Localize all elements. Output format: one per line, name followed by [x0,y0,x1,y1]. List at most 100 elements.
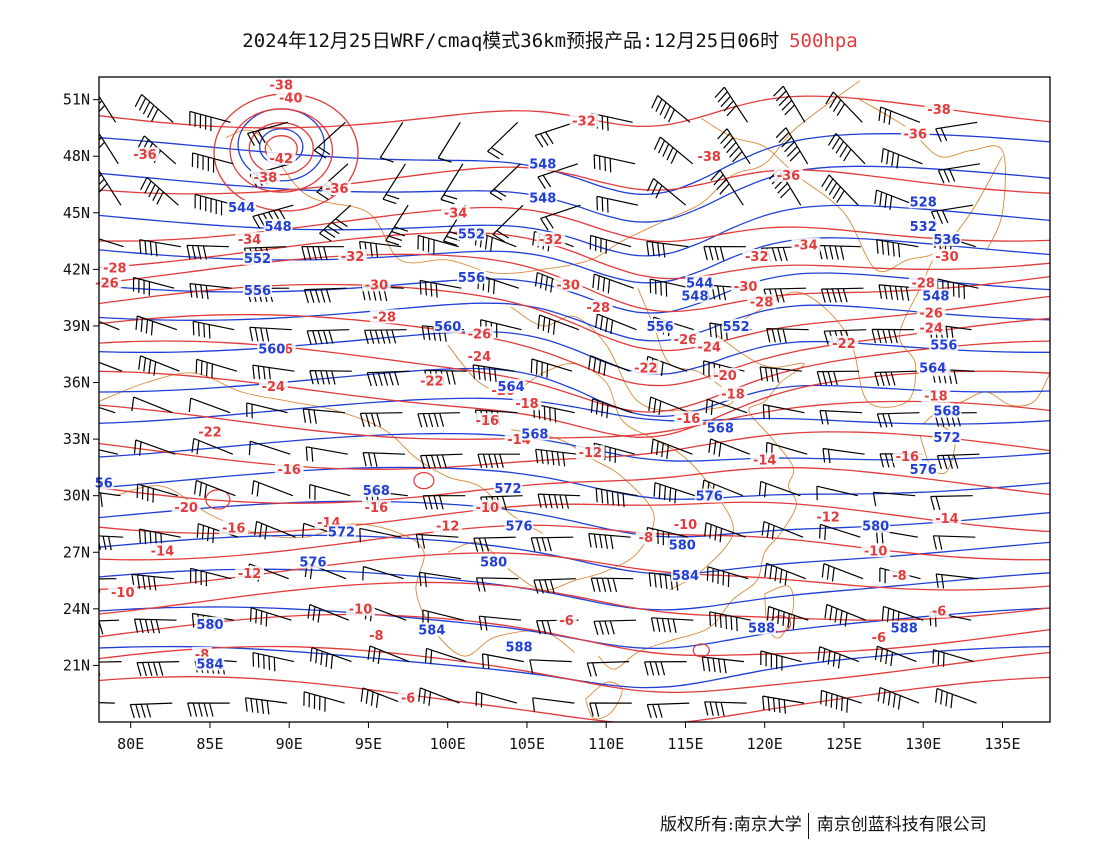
wind-barb [930,204,974,225]
contour-label: -22 [420,375,444,390]
temperature-contours [99,93,1050,722]
contour-label: 576 [299,556,326,571]
wind-barb [590,577,634,593]
wind-barb [775,127,809,165]
wind-barb [537,314,580,335]
contour-label: 584 [672,569,699,584]
contour-label: -6 [872,631,886,646]
contour-label: -16 [277,463,301,478]
wind-barb [706,566,749,588]
lon-tick-label: 120E [747,735,783,753]
lat-tick-label: 45N [63,204,90,222]
wind-barb [417,412,460,428]
contour-label: 556 [458,271,485,286]
contour-label: 536 [933,233,960,248]
wind-barb [710,169,744,206]
lat-tick-label: 51N [63,91,90,109]
lat-tick-label: 42N [63,260,90,278]
wind-barb [824,603,867,627]
wind-barb [195,358,238,378]
wind-barb [379,121,404,163]
contour-label: -16 [365,501,389,516]
contour-label: 572 [494,482,521,497]
wind-barb [131,396,173,414]
wind-barb [191,437,234,455]
contour-label: -10 [674,518,698,533]
contour-label: 572 [933,431,960,446]
wind-barb [871,328,915,344]
contour-label: -38 [270,78,294,93]
lon-tick-label: 110E [588,735,624,753]
contour-label: -24 [262,380,286,395]
wind-barb [99,535,124,551]
copyright-owner: 版权所有:南京大学 [660,815,802,835]
contour-label: -30 [935,250,959,265]
wind-barb [759,366,802,383]
contour-label: -28 [750,295,774,310]
contour-label: -36 [133,148,157,163]
contour-label: -18 [721,388,745,403]
wind-barb [415,533,459,549]
contour-label: -30 [365,278,389,293]
wind-barb [758,480,801,498]
wind-barb [133,439,176,456]
wind-barb [766,605,809,630]
wind-barb [310,647,352,669]
wind-barb [819,523,861,541]
wind-barb [878,284,921,302]
contour-label: 548 [922,290,949,305]
wind-barb [302,408,346,424]
wind-barb [132,276,175,296]
pressure-level: 500hpa [789,30,858,52]
contour-label: -20 [174,501,198,516]
contour-label: -10 [349,603,373,618]
contour-label: -16 [677,412,701,427]
contour-label: -26 [919,307,943,322]
contour-label: 588 [891,622,918,637]
wind-barb [822,447,865,464]
wind-barb [360,687,403,708]
wind-barb [717,128,751,165]
wind-barb [708,438,750,457]
contour-label: 544 [686,276,713,291]
wind-barb [935,121,978,142]
contour-label: 532 [910,220,937,235]
wind-barb [705,398,748,415]
wind-barb [535,448,578,467]
lon-tick-label: 135E [984,735,1020,753]
wind-barb [134,93,174,123]
contour-label: -28 [911,276,935,291]
wind-barb [881,605,924,626]
wind-barb [136,483,179,503]
lat-tick-label: 36N [63,374,90,392]
wind-barb [99,661,122,676]
contour-label: -16 [222,522,246,537]
wind-barb [653,136,694,165]
wind-barb [703,360,745,379]
wind-barb [196,523,239,543]
wind-barb [192,320,235,339]
lon-tick-label: 80E [117,735,144,753]
contour-label: -14 [151,544,175,559]
wind-barb [533,403,575,423]
wind-barb [534,121,576,148]
lon-tick-label: 125E [826,735,862,753]
contour-label: -20 [713,369,737,384]
wind-barb [935,688,977,709]
wind-barb [773,85,806,123]
wind-barb [366,370,410,387]
wind-barb [593,619,637,635]
wind-barb [246,402,288,419]
wind-barb [362,565,404,581]
wind-barb [418,571,462,588]
wind-barb [825,91,863,123]
contour-label: 560 [434,320,461,335]
wind-barb [440,163,464,205]
lon-tick-label: 115E [667,735,703,753]
contour-label: -40 [279,92,303,107]
wind-barb [487,121,519,160]
wind-barb [644,661,687,676]
wind-barb [437,121,461,163]
latitude-axis: 51N 48N 45N 42N 39N 36N 33N 30N 27N 24N 21N [63,91,99,674]
